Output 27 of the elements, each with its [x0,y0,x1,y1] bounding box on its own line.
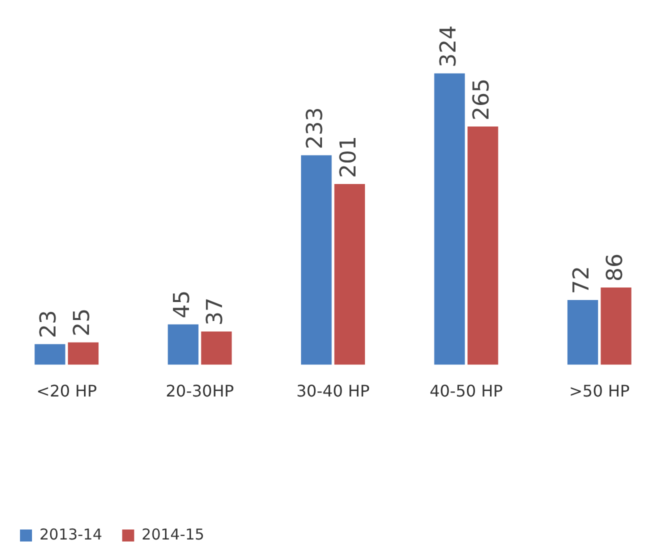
x-tick-label: <20 HP [36,382,98,401]
bar [301,155,332,365]
bar [334,184,365,365]
data-label: 233 [303,107,328,150]
x-tick-label: >50 HP [569,382,630,401]
bar [201,332,232,365]
bar [434,73,465,365]
x-tick-label: 40-50 HP [430,382,504,401]
data-label: 265 [470,78,495,120]
x-tick-label: 20-30HP [166,382,234,401]
data-label: 324 [436,25,462,68]
bar [34,344,66,365]
data-label: 23 [36,310,62,338]
bar [168,324,198,365]
legend-label: 2014-15 [142,525,204,544]
legend-label: 2013-14 [40,525,102,544]
data-label: 72 [569,266,594,294]
data-label: 201 [336,136,362,178]
data-label: 45 [170,290,195,318]
x-tick-label: 30-40 HP [296,382,370,401]
bar [600,287,632,365]
bar [468,126,498,365]
bar [567,300,598,365]
data-label: 86 [602,253,628,282]
data-label: 25 [70,308,95,336]
data-label: 37 [203,298,228,326]
bar [68,342,99,365]
